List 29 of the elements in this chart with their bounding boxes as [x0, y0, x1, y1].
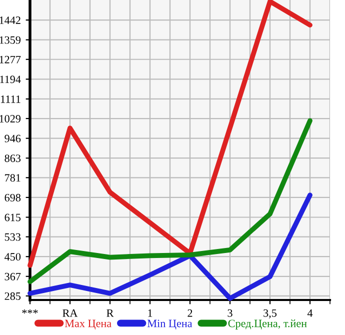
x-tick-label: 2	[188, 309, 192, 317]
line-series	[28, 192, 312, 301]
line-series	[28, 118, 312, 284]
y-tick-label: 285	[4, 292, 21, 300]
y-tick-label: 533	[4, 233, 21, 241]
y-tick-label: 1029	[0, 114, 21, 122]
x-tick-label: 4	[307, 309, 313, 317]
y-tick-label: 1442	[0, 16, 20, 24]
y-tick-label: 1194	[0, 76, 21, 84]
y-tick-label: 367	[4, 272, 21, 280]
legend-label: Сред.Цена, т.йен	[228, 319, 307, 330]
y-tick-label: 863	[4, 154, 21, 162]
x-tick-label: 3,5	[264, 309, 277, 318]
x-tick-label: ***	[22, 309, 38, 314]
y-tick-label: 1277	[0, 56, 21, 64]
y-tick-label: 781	[5, 174, 20, 182]
x-tick-label: RA	[62, 309, 78, 317]
legend-label: Min Цена	[147, 320, 192, 330]
y-tick-label: 615	[4, 214, 21, 222]
y-tick-label: 946	[4, 134, 21, 142]
x-tick-label: 1	[148, 309, 152, 317]
x-tick-label: 3	[228, 309, 232, 317]
legend-label: Max Цена	[64, 320, 112, 330]
line-series	[28, 0, 312, 268]
y-tick-label: 450	[4, 253, 21, 261]
y-tick-label: 698	[4, 194, 21, 202]
y-tick-label: 1111	[0, 95, 20, 103]
y-tick-label: 1359	[0, 36, 21, 44]
x-tick-label: R	[106, 309, 114, 317]
